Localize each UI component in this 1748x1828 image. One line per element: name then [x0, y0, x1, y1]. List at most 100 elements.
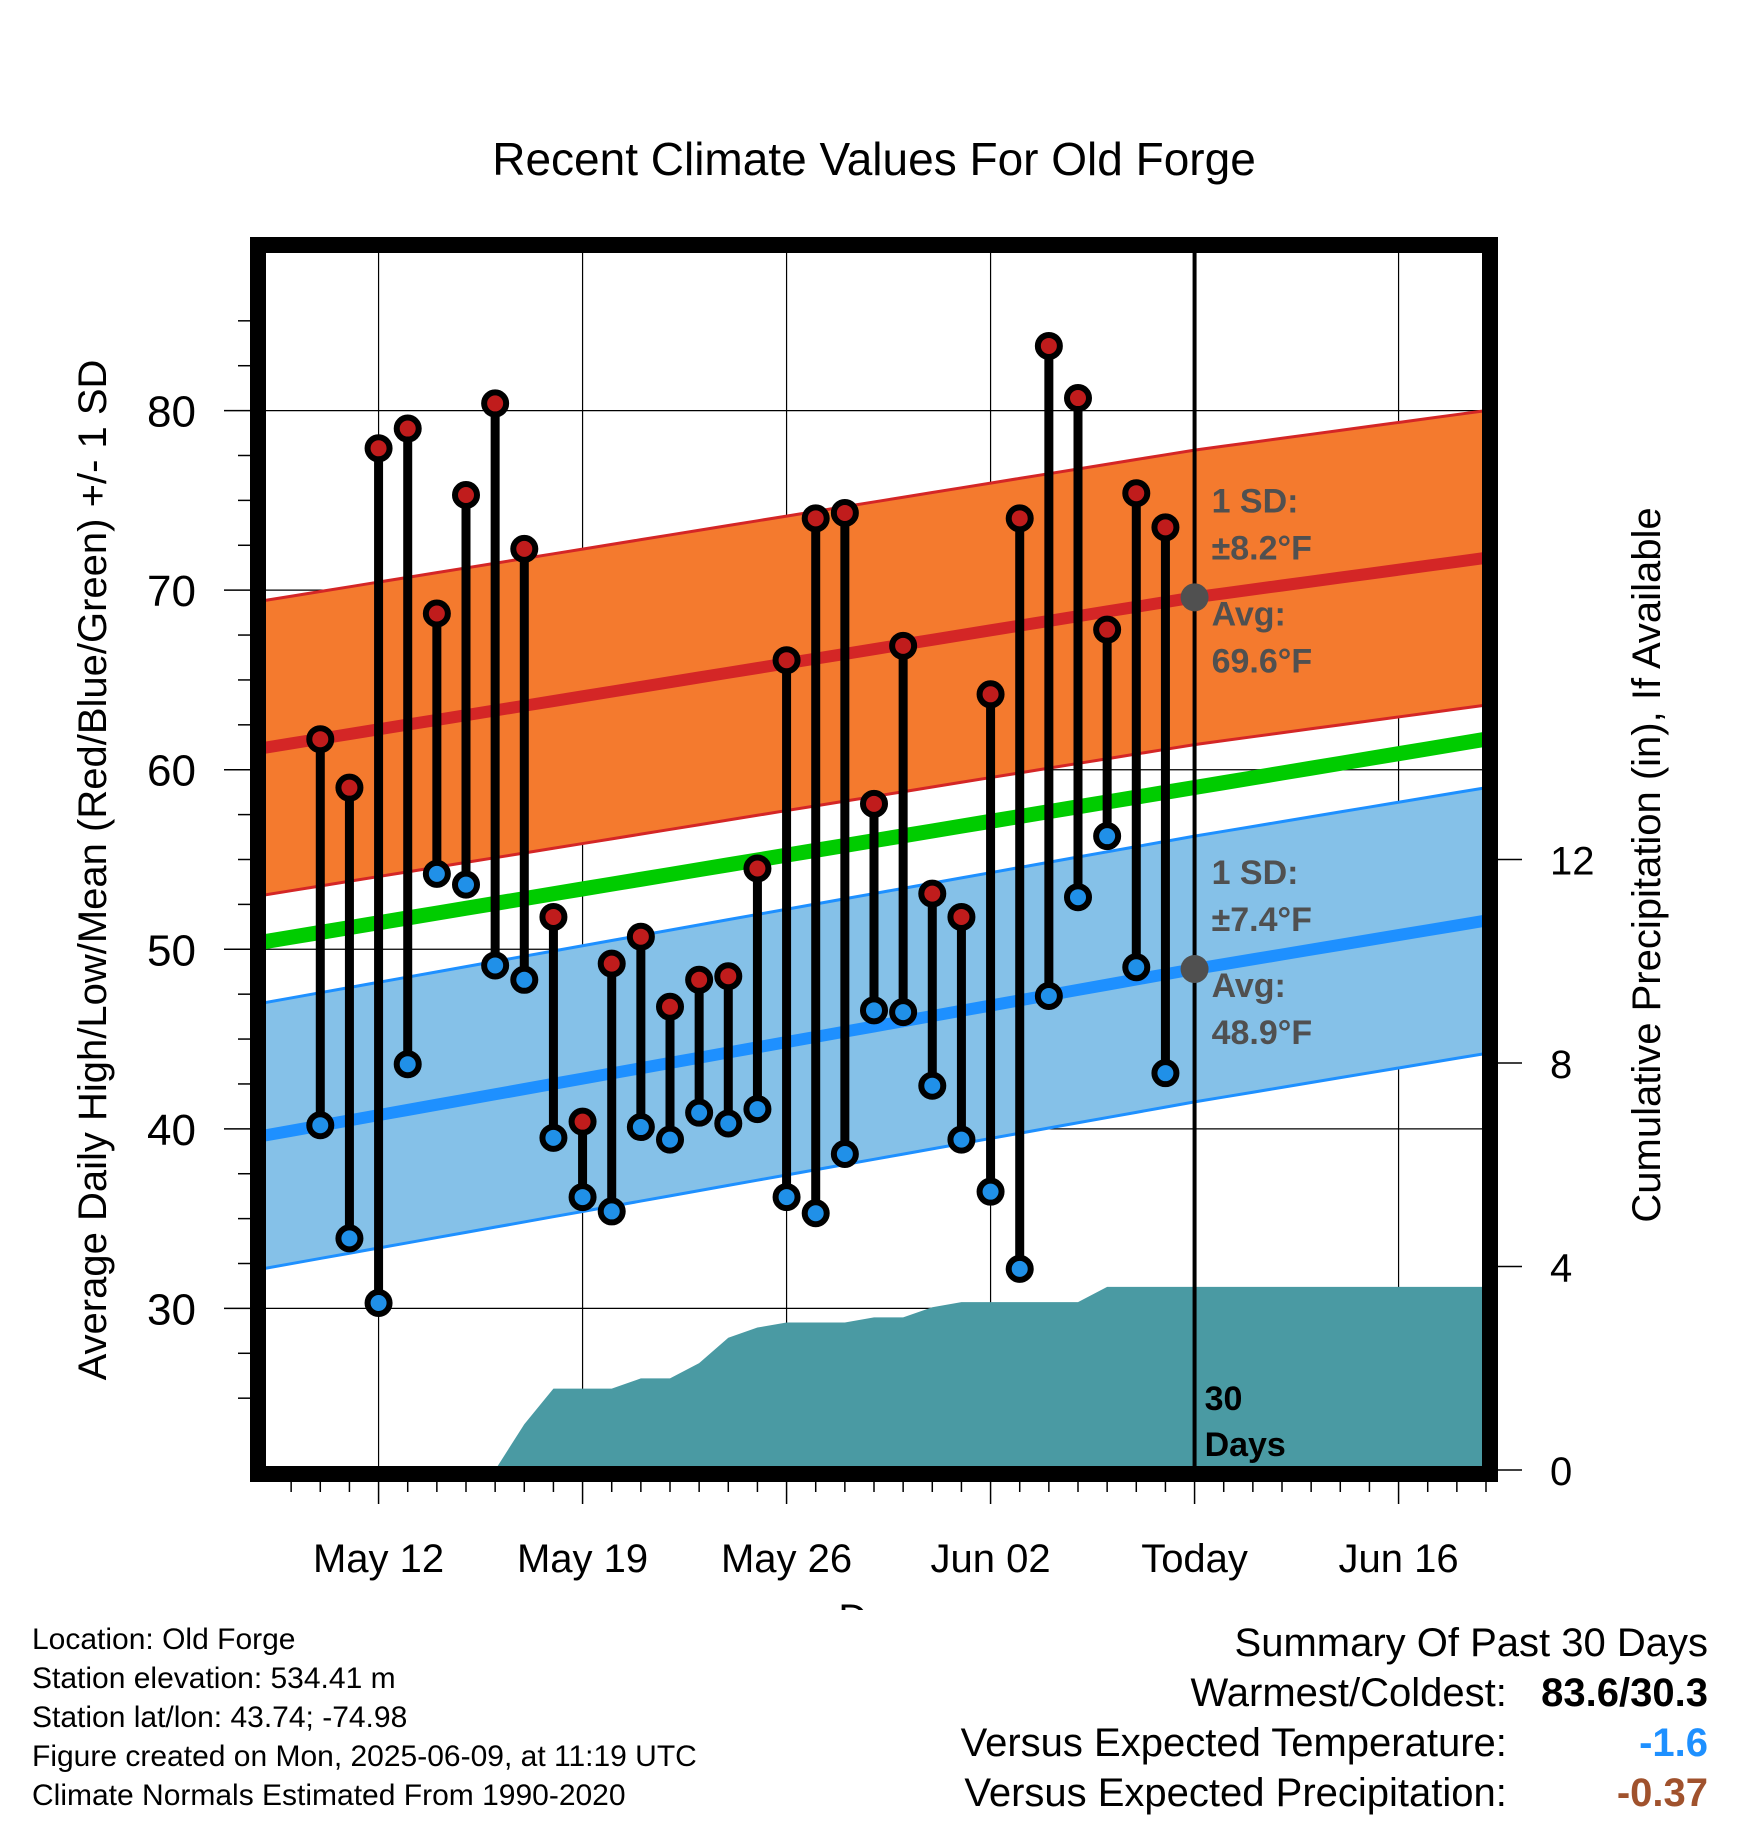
y-axis-title: Average Daily High/Low/Mean (Red/Blue/Gr… — [71, 360, 115, 1381]
high-sd-label: 1 SD: — [1212, 482, 1299, 520]
daily-high-point — [772, 646, 801, 675]
daily-high-point — [1064, 384, 1092, 413]
daily-high-point — [1151, 513, 1180, 542]
low-avg-label: Avg: — [1212, 967, 1286, 1005]
low-sd-value: ±7.4°F — [1212, 901, 1312, 939]
daily-low-point — [597, 1197, 626, 1226]
normals-text: Climate Normals Estimated From 1990-2020 — [32, 1779, 626, 1812]
high-avg-label: Avg: — [1212, 595, 1286, 633]
daily-high-point — [918, 879, 947, 908]
daily-low-point — [1005, 1254, 1034, 1283]
daily-high-point — [1034, 331, 1063, 360]
daily-low-point — [772, 1183, 801, 1212]
low-band-lower-edge — [262, 1051, 1486, 1271]
daily-high-point — [656, 992, 684, 1021]
low-sd-label: 1 SD: — [1212, 854, 1299, 892]
today-low-normal-marker — [1180, 955, 1209, 984]
x-tick-label: Today — [1141, 1537, 1248, 1581]
y-tick-label: 60 — [147, 747, 196, 796]
daily-high-point — [1122, 479, 1151, 508]
y-tick-label: 80 — [147, 388, 196, 437]
daily-high-point — [1093, 615, 1122, 644]
daily-low-point — [1034, 981, 1063, 1010]
daily-high-point — [626, 922, 655, 951]
temp-departure-value: -1.6 — [1639, 1721, 1708, 1765]
temp-departure-row: Versus Expected Temperature: -1.6 — [961, 1718, 1708, 1768]
y-tick-label: 70 — [147, 567, 196, 616]
x-tick-label: May 12 — [313, 1537, 444, 1581]
daily-low-point — [452, 870, 480, 899]
daily-low-point — [685, 1098, 714, 1127]
daily-high-point — [889, 631, 918, 660]
daily-low-point — [889, 998, 918, 1027]
y-tick-label: 50 — [147, 926, 196, 975]
daily-low-point — [918, 1071, 947, 1100]
daily-high-point — [597, 949, 626, 978]
daily-high-point — [714, 962, 743, 991]
x-tick-label: Jun 02 — [931, 1537, 1051, 1581]
daily-low-point — [801, 1199, 830, 1228]
high-avg-value: 69.6°F — [1212, 642, 1313, 680]
daily-low-point — [481, 951, 510, 980]
plot-frame — [250, 237, 1498, 1482]
y-tick-label: 30 — [147, 1285, 196, 1334]
x-tick-label: May 26 — [721, 1537, 852, 1581]
high-sd-value: ±8.2°F — [1212, 529, 1312, 567]
daily-high-point — [481, 389, 510, 418]
y2-tick-label: 0 — [1550, 1450, 1572, 1494]
daily-low-point — [1122, 953, 1151, 982]
daily-high-point — [452, 480, 480, 509]
daily-low-point — [568, 1183, 597, 1212]
daily-low-point — [335, 1224, 364, 1253]
daily-low-point — [976, 1177, 1005, 1206]
daily-low-point — [1064, 883, 1092, 912]
daily-low-point — [364, 1289, 393, 1318]
y-tick-label: 40 — [147, 1106, 196, 1155]
precip-departure-value: -0.37 — [1616, 1771, 1708, 1815]
y2-axis-title: Cumulative Precipitation (in), If Availa… — [1625, 507, 1669, 1222]
daily-low-point — [714, 1109, 743, 1138]
precip-departure-row: Versus Expected Precipitation: -0.37 — [961, 1768, 1708, 1818]
daily-high-point — [422, 599, 451, 628]
cumulative-precip-area — [466, 1286, 1486, 1470]
precip-departure-label: Versus Expected Precipitation: — [964, 1771, 1507, 1815]
x-tick-label: Jun 16 — [1339, 1537, 1459, 1581]
climate-chart: 1 SD: ±8.2°F Avg: 69.6°F 1 SD: ±7.4°F Avg: 48.9… — [71, 133, 1669, 1610]
low-avg-value: 48.9°F — [1212, 1014, 1313, 1052]
created-text: Figure created on Mon, 2025-06-09, at 11… — [32, 1740, 697, 1773]
chart-title: Recent Climate Values For Old Forge — [492, 133, 1256, 185]
summary-title: Summary Of Past 30 Days — [1234, 1621, 1708, 1665]
temp-departure-label: Versus Expected Temperature: — [960, 1721, 1507, 1765]
period-label-number: 30 — [1205, 1380, 1243, 1418]
daily-high-point — [510, 534, 539, 563]
daily-low-point — [1151, 1059, 1180, 1088]
daily-high-point — [801, 504, 830, 533]
latlon-text: Station lat/lon: 43.74; -74.98 — [32, 1701, 408, 1734]
daily-low-point — [743, 1095, 772, 1124]
daily-high-point — [393, 414, 422, 443]
warmest-coldest-label: Warmest/Coldest: — [1190, 1671, 1507, 1715]
station-info: Location: Old Forge Station elevation: 5… — [32, 1620, 697, 1815]
x-tick-label: May 19 — [517, 1537, 648, 1581]
daily-high-point — [830, 498, 859, 527]
daily-low-point — [656, 1125, 684, 1154]
elevation-text: Station elevation: 534.41 m — [32, 1662, 396, 1695]
daily-high-point — [976, 680, 1005, 709]
daily-low-point — [860, 996, 888, 1025]
x-axis-title: Day — [838, 1597, 909, 1610]
daily-high-point — [306, 725, 335, 754]
daily-high-point — [685, 965, 714, 994]
summary-panel: Summary Of Past 30 Days Warmest/Coldest:… — [961, 1618, 1708, 1818]
daily-low-point — [510, 965, 539, 994]
daily-low-point — [1093, 822, 1122, 851]
period-label-unit: Days — [1205, 1426, 1286, 1464]
daily-low-point — [306, 1111, 335, 1140]
warmest-coldest-value: 83.6/30.3 — [1541, 1671, 1708, 1715]
daily-high-point — [335, 773, 364, 802]
y2-tick-label: 8 — [1550, 1043, 1572, 1087]
daily-high-point — [539, 902, 568, 931]
daily-low-point — [830, 1139, 859, 1168]
daily-low-point — [947, 1125, 976, 1154]
y2-tick-label: 4 — [1550, 1247, 1572, 1291]
low-mean-line — [262, 914, 1486, 1142]
